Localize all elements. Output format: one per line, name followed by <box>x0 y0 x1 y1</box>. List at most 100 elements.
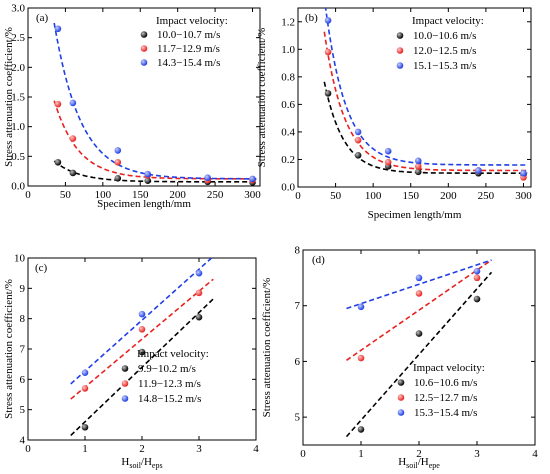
x-axis-label: Specimen length/mm <box>97 198 191 210</box>
x-tick-label: 50 <box>330 190 342 202</box>
y-tick-label: 6 <box>295 356 301 368</box>
data-point <box>520 169 527 177</box>
fit-curve <box>70 278 214 400</box>
x-tick-label: 300 <box>244 189 261 201</box>
legend-marker <box>396 47 404 54</box>
legend-title: Impact velocity: <box>156 15 228 27</box>
x-tick-label: 3 <box>196 443 202 455</box>
y-tick-label: 8 <box>295 245 301 257</box>
x-label-subscript: soil <box>129 461 141 470</box>
x-tick-label: 300 <box>515 190 532 202</box>
x-label-part: H <box>121 456 129 468</box>
chart-panel: 0 50 100 150 200 250 300 0.0 0.2 0.4 0.6 0.8 1.0 1.2 S… <box>256 7 532 221</box>
legend-marker <box>397 379 405 386</box>
x-label-part: /H <box>141 456 152 468</box>
legend-title: Impact velocity: <box>413 362 485 374</box>
data-point <box>114 158 122 166</box>
y-axis-label: Stress attenuation coefficient/% <box>3 279 15 419</box>
legend-marker <box>140 45 148 52</box>
data-point <box>384 147 392 155</box>
data-point <box>81 423 89 431</box>
x-tick-label: 200 <box>169 189 186 201</box>
legend-entry: 11.9−12.3 m/s <box>138 378 201 390</box>
y-tick-label: 9 <box>20 283 26 295</box>
legend-entry: 14.3−15.4 m/s <box>157 57 220 69</box>
x-tick-label: 1 <box>82 443 88 455</box>
y-tick-label: 0.5 <box>11 151 25 163</box>
data-point <box>249 175 256 183</box>
y-axis-label: Stress attenuation coefficient/% <box>3 27 15 167</box>
data-point <box>195 289 203 297</box>
y-tick-label: 0.0 <box>281 182 295 194</box>
fit-curve <box>323 31 528 172</box>
data-point <box>415 290 423 297</box>
x-axis-label: Hsoil/Hepe <box>398 456 440 470</box>
data-point <box>473 274 481 282</box>
data-point <box>414 163 422 170</box>
data-point <box>114 174 122 182</box>
legend-entry: 12.0−12.5 m/s <box>413 45 476 57</box>
data-point <box>69 99 77 107</box>
legend-marker <box>397 394 405 401</box>
chart-panel: 0 50 100 150 200 250 300 0.0 0.5 1.0 1.5 2.0 2.5 3.0 S… <box>3 3 261 211</box>
data-point <box>81 369 89 376</box>
legend-entry: 14.8−15.2 m/s <box>138 393 201 405</box>
fit-curve <box>53 100 257 180</box>
data-point <box>357 354 365 362</box>
y-tick-label: 2.5 <box>11 32 25 44</box>
legend-entry: 10.0−10.7 m/s <box>157 29 220 41</box>
y-tick-label: 7 <box>295 300 301 312</box>
fit-curve <box>323 81 528 174</box>
data-point <box>195 269 203 277</box>
legend-marker <box>140 59 148 66</box>
y-tick-label: 5 <box>20 404 26 416</box>
x-tick-label: 3 <box>474 448 480 460</box>
data-point <box>324 90 332 97</box>
data-point <box>357 303 365 311</box>
data-point <box>354 136 362 144</box>
data-point <box>354 128 362 136</box>
x-tick-label: 100 <box>365 190 382 202</box>
x-tick-label: 0 <box>25 443 31 455</box>
x-tick-label: 250 <box>478 190 495 202</box>
y-tick-label: 0.0 <box>11 181 25 193</box>
data-point <box>324 48 332 56</box>
data-point <box>54 25 62 33</box>
data-point <box>81 385 89 392</box>
data-point <box>384 158 392 166</box>
y-tick-label: 1.0 <box>11 121 25 133</box>
data-point <box>473 267 481 275</box>
data-point <box>204 174 211 181</box>
x-tick-label: 100 <box>95 189 112 201</box>
fit-curve <box>346 259 492 310</box>
x-tick-label: 4 <box>253 443 259 455</box>
data-point <box>54 158 62 166</box>
data-point <box>54 100 62 108</box>
x-label-subscript: soil <box>406 461 418 470</box>
y-tick-label: 2.0 <box>11 62 25 74</box>
y-tick-label: 4 <box>20 435 26 447</box>
x-tick-label: 200 <box>440 190 457 202</box>
data-point <box>414 168 422 176</box>
y-axis-label: Stress attenuation coefficient/% <box>256 28 268 168</box>
legend-entry: 9.9−10.2 m/s <box>138 363 196 375</box>
fit-curve <box>53 160 257 183</box>
legend-marker <box>396 32 404 39</box>
data-point <box>324 17 332 24</box>
y-tick-label: 1.2 <box>281 16 295 28</box>
fit-curve <box>346 259 492 361</box>
legend-entry: 15.3−15.4 m/s <box>414 407 477 419</box>
panel-label: (d) <box>312 254 325 266</box>
data-point <box>195 313 203 321</box>
data-point <box>414 157 422 165</box>
data-point <box>144 170 152 178</box>
data-point <box>138 310 146 318</box>
data-point <box>69 169 77 177</box>
legend-entry: 15.1−15.3 m/s <box>413 60 476 72</box>
y-tick-label: 6 <box>20 374 26 386</box>
x-label-part: H <box>398 456 406 468</box>
panel-label: (b) <box>305 12 318 24</box>
panel-label: (c) <box>35 262 48 274</box>
y-tick-label: 8 <box>20 313 26 325</box>
